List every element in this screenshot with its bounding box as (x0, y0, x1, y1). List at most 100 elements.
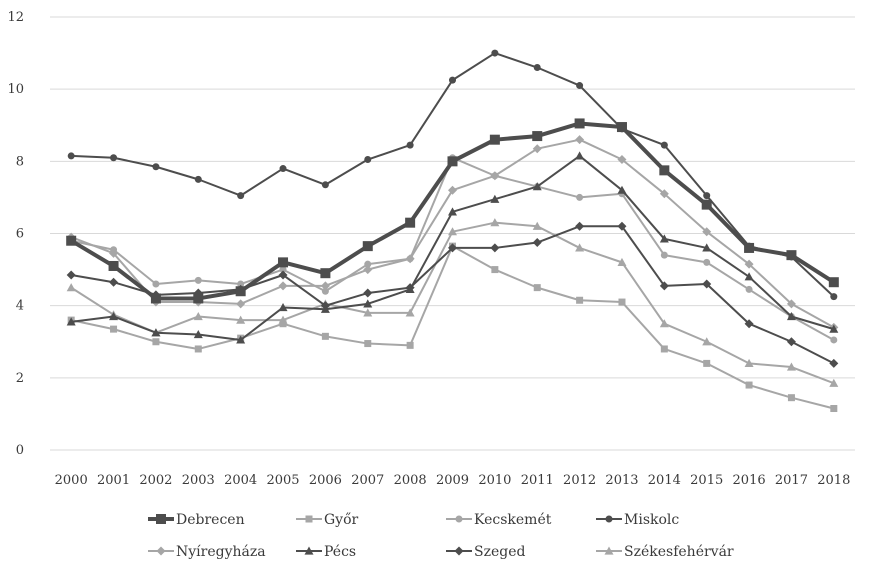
data-point (786, 299, 796, 309)
data-point (405, 254, 415, 264)
data-point (193, 330, 203, 339)
data-point (109, 277, 119, 287)
data-point (362, 241, 373, 252)
data-point (448, 207, 457, 216)
data-point (744, 319, 754, 329)
data-point (193, 311, 203, 321)
data-point (236, 299, 246, 309)
y-tick-label: 10 (7, 82, 24, 97)
series-debrecen (66, 118, 839, 304)
legend-item: Győr (296, 512, 359, 528)
legend-swatch-marker (454, 546, 464, 556)
data-point (152, 280, 160, 288)
legend-item: Debrecen (148, 512, 245, 528)
x-tick-label: 2018 (817, 473, 850, 488)
y-tick-label: 12 (7, 10, 24, 25)
data-point (659, 319, 669, 328)
data-point (150, 293, 161, 304)
data-point (489, 134, 500, 145)
data-point (363, 308, 373, 317)
data-point (703, 192, 711, 200)
data-point (279, 165, 287, 173)
data-point (66, 317, 76, 326)
data-point (491, 266, 499, 274)
data-point (405, 217, 416, 228)
data-point (574, 118, 585, 129)
data-point (363, 265, 373, 275)
data-point (786, 362, 796, 371)
data-point (532, 238, 542, 248)
data-point (237, 192, 245, 200)
data-point (320, 304, 330, 313)
legend-swatch-marker (304, 546, 314, 555)
x-tick-label: 2017 (775, 473, 808, 488)
data-point (576, 296, 584, 304)
legend-swatch-marker (604, 546, 614, 555)
series-pécs (66, 151, 839, 344)
legend-label: Székesfehérvár (624, 544, 734, 560)
legend-swatch-marker (455, 515, 463, 523)
data-point (660, 251, 668, 259)
data-point (193, 293, 204, 304)
data-point (660, 141, 668, 149)
data-point (490, 171, 500, 181)
data-point (66, 270, 76, 280)
legend-swatch-marker (605, 515, 613, 523)
data-point (321, 287, 329, 295)
data-point (110, 325, 118, 333)
legend-swatch-marker (156, 546, 166, 556)
series-miskolc (67, 49, 838, 301)
data-point (786, 250, 797, 261)
data-point (109, 248, 119, 258)
data-point (490, 243, 500, 253)
data-point (702, 337, 712, 346)
legend-label: Nyíregyháza (176, 544, 266, 560)
data-point (278, 315, 288, 324)
data-point (448, 243, 457, 253)
data-point (830, 293, 838, 301)
data-point (576, 193, 584, 201)
data-point (152, 338, 160, 346)
data-point (109, 311, 119, 321)
x-tick-label: 2015 (690, 473, 723, 488)
x-tick-label: 2009 (436, 473, 469, 488)
data-point (744, 358, 754, 367)
data-point (701, 199, 712, 210)
data-point (744, 272, 754, 281)
data-point (67, 152, 75, 160)
legend-item: Pécs (296, 544, 356, 560)
data-point (745, 381, 753, 389)
legend-item: Szeged (446, 544, 525, 560)
data-point (110, 154, 118, 162)
data-point (278, 302, 288, 312)
data-point (152, 163, 160, 171)
data-point (659, 234, 669, 243)
data-point (533, 64, 541, 72)
legend-item: Miskolc (596, 512, 679, 528)
data-point (151, 328, 161, 337)
data-point (236, 315, 246, 324)
data-point (364, 260, 372, 268)
data-point (278, 270, 288, 280)
data-point (703, 359, 711, 367)
data-point (702, 279, 712, 289)
data-point (829, 324, 839, 333)
data-point (320, 281, 330, 291)
data-point (616, 122, 627, 133)
data-point (320, 268, 331, 279)
y-tick-label: 0 (16, 443, 24, 458)
data-point (364, 156, 372, 164)
data-point (236, 335, 246, 344)
legend-label: Pécs (324, 544, 356, 560)
x-tick-label: 2016 (733, 473, 766, 488)
data-point (659, 165, 670, 176)
x-tick-label: 2003 (182, 473, 215, 488)
x-tick-label: 2001 (97, 473, 130, 488)
data-point (532, 221, 542, 230)
data-point (533, 284, 541, 292)
legend-swatch-marker (156, 514, 166, 524)
legend-label: Kecskemét (474, 512, 552, 528)
data-point (659, 189, 669, 199)
y-tick-label: 6 (16, 227, 24, 242)
data-point (279, 320, 287, 328)
